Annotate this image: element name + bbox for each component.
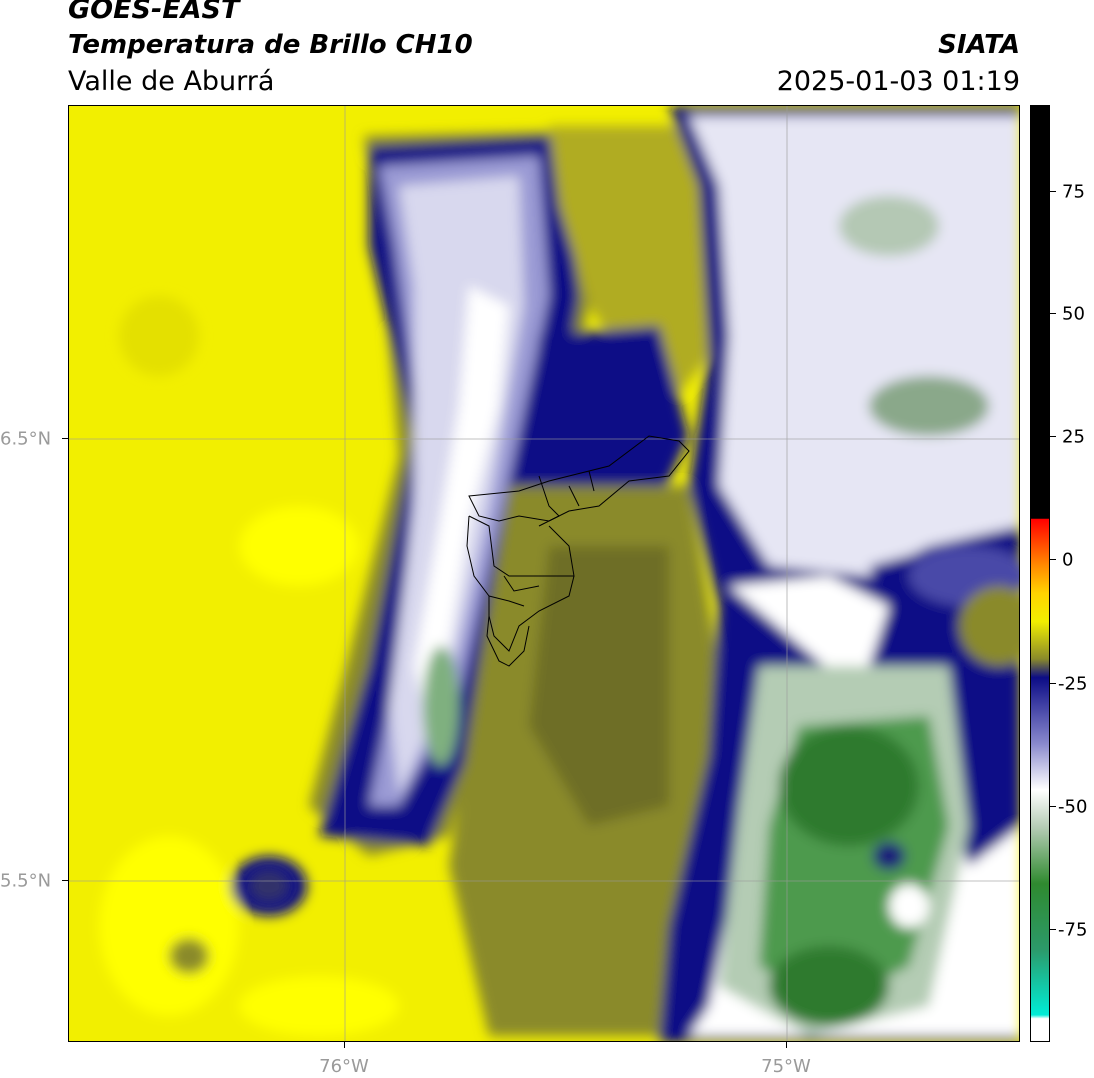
cloud-field — [99, 106, 1019, 1041]
colorbar-tick — [1050, 191, 1056, 192]
colorbar-tick — [1050, 559, 1056, 560]
colorbar-label-minus75: -75 — [1058, 919, 1088, 941]
colorbar-label-75: 75 — [1062, 181, 1085, 203]
agency-title: SIATA — [938, 30, 1020, 60]
colorbar-label-25: 25 — [1062, 426, 1085, 448]
satellite-title: GOES-EAST — [68, 0, 240, 25]
colorbar-label-0: 0 — [1062, 549, 1074, 571]
gridlines — [69, 106, 1019, 1041]
product-title: Temperatura de Brillo CH10 — [68, 30, 473, 60]
colorbar-tick — [1050, 313, 1056, 314]
lon-label-76: 76°W — [319, 1056, 369, 1077]
colorbar-tick — [1050, 929, 1056, 930]
colorbar-tick — [1050, 806, 1056, 807]
lon-tick-75 — [786, 1042, 787, 1048]
municipal-boundaries — [466, 435, 690, 667]
datetime-label: 2025-01-03 01:19 — [776, 66, 1020, 97]
colorbar-label-minus25: -25 — [1058, 673, 1088, 695]
colorbar-tick — [1050, 683, 1056, 684]
lat-tick-5.5 — [62, 880, 68, 881]
brightness-temperature-map[interactable] — [68, 105, 1020, 1042]
lon-tick-76 — [344, 1042, 345, 1048]
colorbar-label-50: 50 — [1062, 303, 1085, 325]
lat-tick-6.5 — [62, 438, 68, 439]
map-canvas — [69, 106, 1019, 1041]
colorbar-gradient — [1031, 106, 1049, 1041]
colorbar-label-minus50: -50 — [1058, 796, 1088, 818]
temperature-colorbar — [1030, 105, 1050, 1042]
colorbar-tick — [1050, 436, 1056, 437]
lon-label-75: 75°W — [761, 1056, 811, 1077]
region-title: Valle de Aburrá — [68, 66, 275, 97]
lat-label-5.5: 5.5°N — [0, 870, 52, 892]
lat-label-6.5: 6.5°N — [0, 428, 52, 450]
